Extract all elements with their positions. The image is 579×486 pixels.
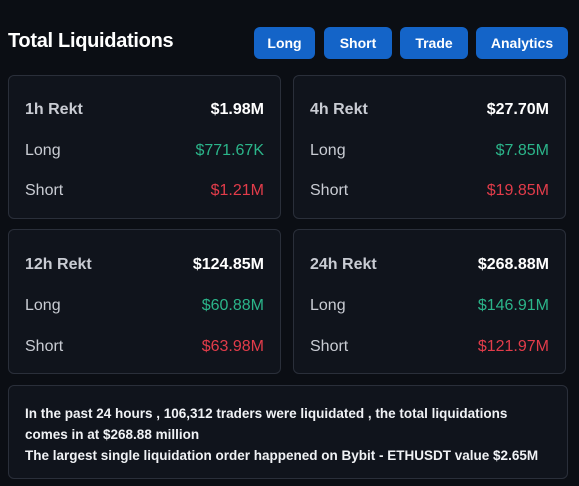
total-value: $27.70M [486,101,549,118]
header: Total Liquidations Long Short Trade Anal… [0,0,579,75]
period-label: 1h Rekt [25,101,83,118]
card-header: 1h Rekt $1.98M [25,100,264,120]
page-title: Total Liquidations [8,30,174,52]
short-value: $121.97M [477,338,549,355]
long-value: $60.88M [201,297,264,314]
long-row: Long $771.67K [25,141,264,161]
card-12h: 12h Rekt $124.85M Long $60.88M Short $63… [8,229,281,374]
total-value: $268.88M [477,256,549,273]
long-label: Long [25,142,61,159]
summary-line-total: In the past 24 hours , 106,312 traders w… [25,406,508,442]
period-label: 24h Rekt [310,256,377,273]
card-1h: 1h Rekt $1.98M Long $771.67K Short $1.21… [8,75,281,219]
long-row: Long $60.88M [25,296,264,316]
long-label: Long [25,297,61,314]
short-label: Short [310,182,349,199]
short-row: Short $121.97M [310,337,549,357]
short-row: Short $1.21M [25,181,264,201]
short-value: $1.21M [210,182,264,199]
short-button[interactable]: Short [324,27,392,59]
period-label: 4h Rekt [310,101,368,118]
long-label: Long [310,297,346,314]
card-header: 24h Rekt $268.88M [310,255,549,275]
card-header: 12h Rekt $124.85M [25,255,264,275]
summary-panel: In the past 24 hours , 106,312 traders w… [8,385,568,479]
long-value: $146.91M [477,297,549,314]
long-value: $7.85M [495,142,549,159]
short-label: Short [310,338,349,355]
short-value: $19.85M [486,182,549,199]
long-label: Long [310,142,346,159]
card-header: 4h Rekt $27.70M [310,100,549,120]
long-value: $771.67K [195,142,264,159]
long-button[interactable]: Long [254,27,315,59]
card-4h: 4h Rekt $27.70M Long $7.85M Short $19.85… [293,75,566,219]
short-row: Short $19.85M [310,181,549,201]
total-value: $1.98M [210,101,264,118]
short-value: $63.98M [201,338,264,355]
card-24h: 24h Rekt $268.88M Long $146.91M Short $1… [293,229,566,374]
trade-button[interactable]: Trade [400,27,468,59]
short-row: Short $63.98M [25,337,264,357]
total-value: $124.85M [192,256,264,273]
short-label: Short [25,182,64,199]
period-label: 12h Rekt [25,256,92,273]
summary-line-largest: The largest single liquidation order hap… [25,448,539,463]
analytics-button[interactable]: Analytics [476,27,568,59]
long-row: Long $146.91M [310,296,549,316]
short-label: Short [25,338,64,355]
long-row: Long $7.85M [310,141,549,161]
